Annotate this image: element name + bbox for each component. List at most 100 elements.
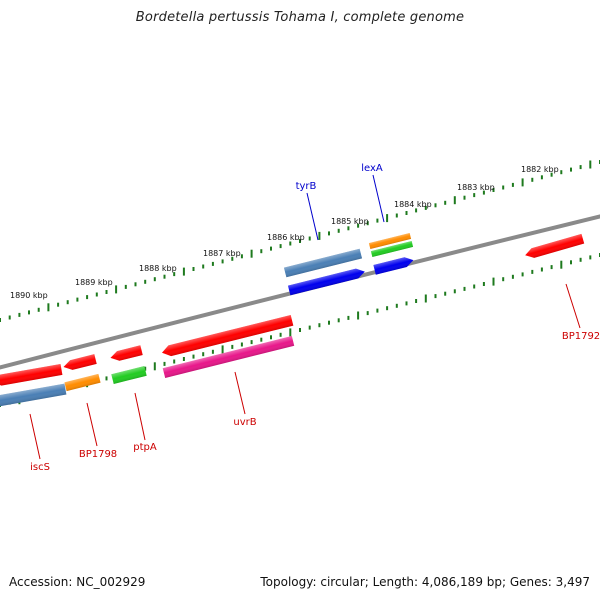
minor-tick (8, 315, 11, 320)
gene-feature-f5[interactable] (0, 364, 63, 387)
gene-arrow-shading (0, 383, 67, 408)
major-tick (560, 260, 563, 269)
major-tick (521, 178, 524, 187)
minor-tick (434, 203, 437, 208)
leader-line-bp1798 (86, 402, 98, 447)
gene-arrow-shading (0, 364, 63, 386)
gene-feature-f4[interactable] (62, 354, 97, 372)
major-tick (153, 362, 156, 371)
minor-tick (173, 272, 176, 277)
minor-tick (531, 177, 534, 182)
gene-arrow-shading (63, 354, 97, 370)
minor-tick (270, 246, 272, 251)
gene-feature-f2[interactable] (161, 314, 294, 358)
leader-line-uvrb (234, 371, 246, 415)
major-tick (357, 311, 360, 320)
gene-feature-f9[interactable] (370, 241, 414, 257)
minor-tick (202, 352, 205, 357)
gene-feature-f8[interactable] (368, 233, 412, 249)
minor-tick (308, 236, 311, 241)
minor-tick (415, 208, 418, 213)
gene-features (0, 233, 585, 408)
gene-label-bp1798[interactable]: BP1798 (79, 449, 117, 460)
minor-tick (95, 292, 98, 297)
gene-arrow-shading (525, 233, 585, 258)
gene-feature-f10[interactable] (373, 255, 414, 275)
minor-tick (482, 282, 485, 286)
minor-tick (502, 185, 505, 190)
gene-label-iscs[interactable]: iscS (30, 462, 50, 473)
minor-tick (308, 325, 311, 330)
major-tick (182, 267, 185, 276)
gene-feature-f6[interactable] (283, 248, 363, 278)
minor-tick (511, 274, 514, 279)
minor-tick (328, 320, 330, 325)
minor-tick (66, 300, 69, 305)
minor-tick (444, 291, 447, 296)
minor-tick (395, 213, 398, 218)
minor-tick (37, 307, 40, 312)
minor-tick (463, 195, 466, 200)
minor-tick (579, 257, 582, 262)
minor-tick (453, 289, 456, 294)
minor-tick (240, 342, 243, 347)
minor-tick (105, 376, 108, 381)
major-tick (115, 285, 118, 294)
gene-feature-f1[interactable] (524, 233, 585, 260)
minor-tick (86, 295, 89, 300)
gene-feature-f7[interactable] (287, 267, 366, 296)
gene-feature-f11[interactable] (162, 336, 295, 378)
minor-tick (579, 165, 582, 170)
gene-feature-f13[interactable] (64, 373, 101, 392)
minor-tick (540, 267, 543, 272)
gene-label-ptpa[interactable]: ptpA (133, 442, 157, 453)
major-tick (424, 294, 427, 303)
minor-tick (376, 218, 379, 223)
leader-line-ptpa (134, 392, 146, 441)
minor-tick (395, 303, 398, 308)
gene-labels: tyrB lexA BP1792 uvrB ptpA BP1798 iscS (30, 163, 600, 473)
minor-tick (521, 272, 524, 277)
minor-tick (231, 344, 234, 349)
minor-tick (502, 277, 505, 282)
minor-tick (163, 361, 166, 366)
major-tick (386, 214, 389, 223)
gene-feature-f12[interactable] (111, 366, 147, 384)
minor-tick (57, 302, 60, 307)
gene-arrow-shading (110, 345, 143, 361)
minor-tick (144, 279, 147, 284)
minor-tick (260, 249, 263, 254)
minor-tick (211, 261, 214, 266)
major-tick (318, 231, 321, 240)
minor-tick (0, 318, 1, 322)
minor-tick (366, 311, 369, 316)
gene-feature-f14[interactable] (0, 383, 67, 408)
minor-tick (202, 264, 205, 269)
minor-tick (473, 284, 476, 289)
label-leaders (29, 174, 581, 460)
gene-feature-f3[interactable] (109, 345, 143, 362)
minor-tick (231, 256, 234, 261)
minor-tick (386, 306, 389, 311)
tick-label: 1882 kbp (521, 165, 559, 174)
tick-labels: 1882 kbp 1883 kbp 1884 kbp 1885 kbp 1886 kbp… (10, 165, 559, 300)
minor-tick (270, 335, 272, 340)
gene-arrow-shading (161, 314, 294, 357)
gene-label-uvrb[interactable]: uvrB (233, 417, 256, 428)
minor-tick (531, 269, 534, 274)
gene-label-tyrb[interactable]: tyrB (296, 181, 317, 192)
gene-label-bp1792[interactable]: BP1792 (562, 331, 600, 342)
gene-arrow-shading (368, 233, 412, 249)
minor-tick (424, 205, 427, 210)
minor-tick (240, 254, 243, 259)
tick-label: 1887 kbp (203, 249, 241, 258)
minor-tick (444, 200, 447, 205)
minor-tick (134, 282, 137, 287)
gene-label-lexa[interactable]: lexA (361, 163, 383, 174)
minor-tick (492, 188, 495, 192)
major-tick (492, 277, 495, 286)
minor-tick (550, 265, 553, 270)
minor-tick (405, 211, 408, 215)
minor-tick (540, 175, 543, 180)
minor-tick (511, 182, 514, 187)
